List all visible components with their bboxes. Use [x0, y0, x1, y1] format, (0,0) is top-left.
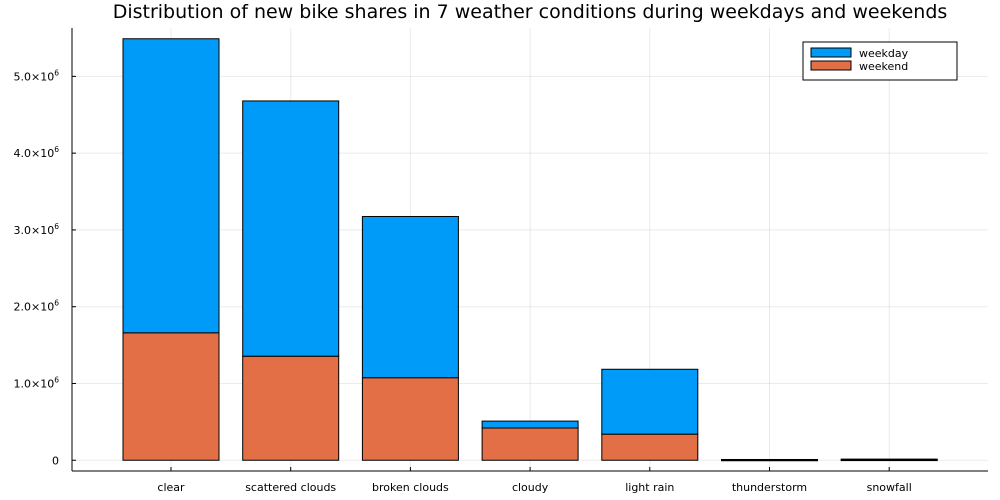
bar-weekend: [242, 355, 340, 461]
bar-weekday: [481, 420, 579, 429]
x-tick-label: clear: [157, 481, 185, 494]
bar-weekend: [481, 427, 579, 461]
legend-label-weekend: weekend: [859, 60, 908, 73]
x-tick-label: light rain: [625, 481, 674, 494]
bar-weekend: [361, 377, 459, 461]
y-tick-label: 5.0×106: [14, 68, 60, 83]
bar-weekday: [601, 368, 699, 435]
y-tick-labels: 0 1.0×106 2.0×106 3.0×106 4.0×106 5.0×106: [14, 68, 76, 467]
bar-weekday: [122, 38, 220, 334]
x-tick-labels: clear scattered clouds broken clouds cloudy…: [157, 467, 912, 494]
y-tick-label: 3.0×106: [14, 222, 60, 237]
legend-swatch-weekend: [810, 60, 852, 71]
bar-weekend: [122, 332, 220, 461]
x-tick-label: snowfall: [867, 481, 912, 494]
y-tick-label: 1.0×106: [14, 375, 60, 390]
y-tick-label: 0: [52, 454, 59, 467]
chart-title: Distribution of new bike shares in 7 wea…: [113, 1, 948, 23]
y-tick-label: 4.0×106: [14, 145, 60, 160]
x-tick-label: scattered clouds: [245, 481, 336, 494]
x-tick-label: thunderstorm: [732, 481, 807, 494]
legend-swatch-weekday: [810, 47, 852, 58]
bar-weekday: [361, 215, 459, 379]
x-tick-label: broken clouds: [372, 481, 449, 494]
bars: [122, 38, 938, 462]
bar-weekday: [840, 458, 938, 461]
x-tick-label: cloudy: [512, 481, 549, 494]
legend-label-weekday: weekday: [859, 47, 909, 60]
bar-weekend: [601, 433, 699, 461]
bar-weekday: [242, 100, 340, 357]
y-tick-label: 2.0×106: [14, 299, 60, 314]
bar-weekday: [721, 458, 818, 461]
